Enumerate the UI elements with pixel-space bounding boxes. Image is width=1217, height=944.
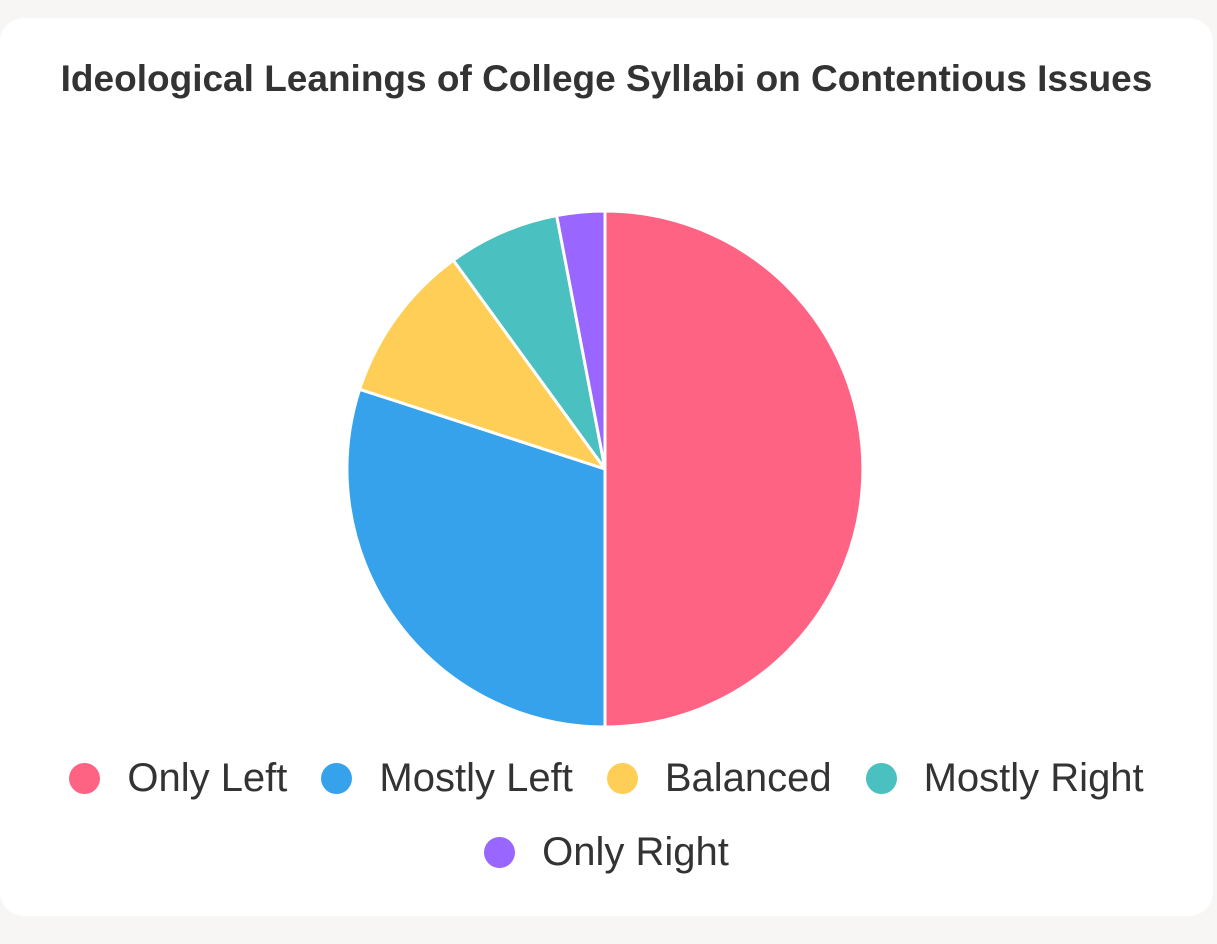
- pie-slice-only-left[interactable]: [603, 209, 865, 729]
- legend-swatch-only-left: [69, 762, 101, 794]
- legend-label-only-left: Only Left: [127, 755, 288, 800]
- legend-swatch-mostly-right: [865, 762, 897, 794]
- pie-chart: [345, 209, 865, 729]
- legend-label-mostly-right: Mostly Right: [923, 755, 1144, 800]
- legend-label-balanced: Balanced: [664, 755, 832, 800]
- pie-slice-mostly-right[interactable]: [451, 214, 607, 471]
- chart-card: Ideological Leanings of College Syllabi …: [0, 18, 1213, 916]
- legend-label-mostly-left: Mostly Left: [379, 755, 573, 800]
- pie-slice-mostly-left[interactable]: [345, 387, 607, 729]
- legend-swatch-only-right: [484, 836, 516, 868]
- pie-slice-balanced[interactable]: [358, 258, 607, 471]
- legend-item-only-left[interactable]: Only Left: [69, 756, 287, 800]
- legend-swatch-mostly-left: [321, 762, 353, 794]
- legend-item-balanced[interactable]: Balanced: [606, 755, 832, 800]
- legend-item-mostly-right[interactable]: Mostly Right: [865, 755, 1144, 800]
- chart-title: Ideological Leanings of College Syllabi …: [60, 58, 1153, 99]
- legend-item-mostly-left[interactable]: Mostly Left: [321, 755, 573, 800]
- pie-slice-only-right[interactable]: [555, 209, 607, 471]
- legend-item-only-right[interactable]: Only Right: [484, 830, 729, 874]
- legend-label-only-right: Only Right: [542, 829, 729, 874]
- legend: Only Left Mostly Left Balanced Mostly Ri…: [0, 756, 1213, 874]
- legend-swatch-balanced: [606, 762, 638, 794]
- pie-slices: [345, 209, 865, 729]
